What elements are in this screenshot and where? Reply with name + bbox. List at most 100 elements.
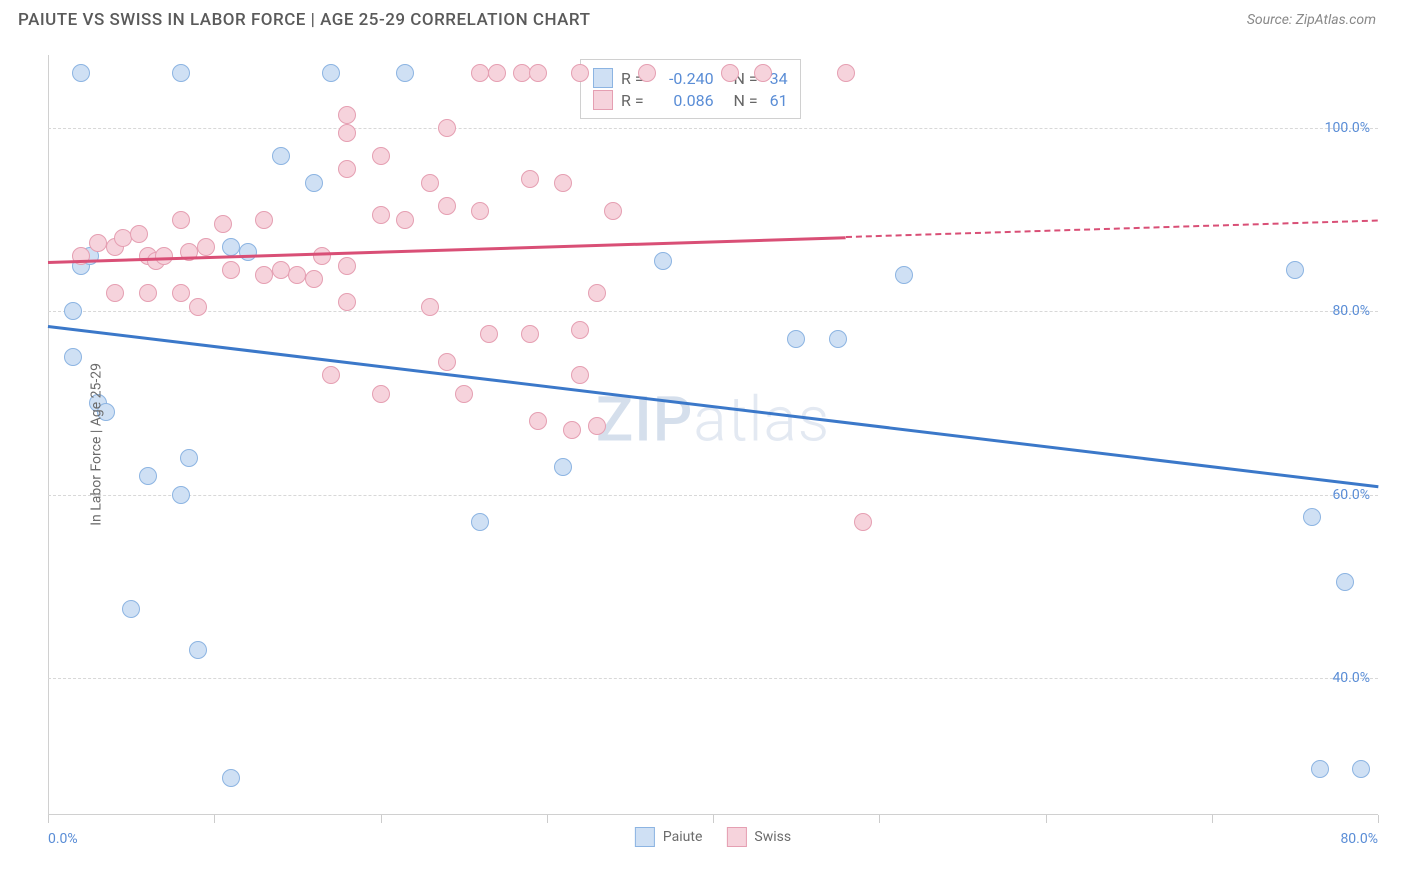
y-axis-line (48, 55, 49, 815)
grid-line (48, 495, 1378, 496)
series-legend: Paiute Swiss (635, 827, 791, 847)
data-point (338, 106, 356, 124)
data-point (529, 412, 547, 430)
xtick (547, 815, 548, 823)
data-point (114, 229, 132, 247)
series-legend-item: Swiss (726, 827, 791, 847)
data-point (638, 64, 656, 82)
data-point (189, 298, 207, 316)
legend-swatch-icon (593, 68, 613, 88)
data-point (488, 64, 506, 82)
data-point (471, 64, 489, 82)
data-point (721, 64, 739, 82)
data-point (139, 467, 157, 485)
data-point (455, 385, 473, 403)
legend-r-value: -0.240 (656, 69, 714, 88)
data-point (571, 64, 589, 82)
data-point (438, 353, 456, 371)
data-point (122, 600, 140, 618)
data-point (854, 513, 872, 531)
xtick-label: 80.0% (1340, 831, 1378, 847)
ytick-label: 60.0% (1332, 487, 1370, 503)
data-point (754, 64, 772, 82)
data-point (222, 261, 240, 279)
trend-line (48, 325, 1378, 488)
data-point (396, 64, 414, 82)
data-point (1286, 261, 1304, 279)
trend-line (846, 220, 1378, 238)
data-point (322, 64, 340, 82)
data-point (288, 266, 306, 284)
legend-swatch-icon (726, 827, 746, 847)
grid-line (48, 678, 1378, 679)
data-point (787, 330, 805, 348)
legend-r-value: 0.086 (656, 91, 714, 110)
data-point (571, 321, 589, 339)
data-point (604, 202, 622, 220)
data-point (396, 211, 414, 229)
grid-line (48, 128, 1378, 129)
data-point (172, 64, 190, 82)
data-point (130, 225, 148, 243)
data-point (214, 215, 232, 233)
data-point (513, 64, 531, 82)
ytick-label: 100.0% (1325, 120, 1370, 136)
data-point (139, 284, 157, 302)
data-point (255, 266, 273, 284)
data-point (1352, 760, 1370, 778)
legend-row: R = 0.086 N = 61 (593, 90, 788, 110)
data-point (222, 238, 240, 256)
data-point (563, 421, 581, 439)
xtick (1046, 815, 1047, 823)
data-point (64, 302, 82, 320)
data-point (338, 160, 356, 178)
data-point (521, 170, 539, 188)
legend-swatch-icon (635, 827, 655, 847)
chart-plot-area: ZIPatlas R = -0.240 N = 34R = 0.086 N = … (48, 55, 1378, 815)
data-point (895, 266, 913, 284)
data-point (372, 206, 390, 224)
data-point (837, 64, 855, 82)
data-point (106, 284, 124, 302)
data-point (72, 247, 90, 265)
data-point (521, 325, 539, 343)
data-point (554, 174, 572, 192)
data-point (189, 641, 207, 659)
data-point (421, 174, 439, 192)
data-point (305, 174, 323, 192)
data-point (438, 197, 456, 215)
data-point (305, 270, 323, 288)
data-point (372, 147, 390, 165)
series-legend-item: Paiute (635, 827, 703, 847)
xtick (1378, 815, 1379, 823)
xtick (713, 815, 714, 823)
data-point (180, 449, 198, 467)
xtick (214, 815, 215, 823)
xtick (1212, 815, 1213, 823)
data-point (322, 366, 340, 384)
data-point (272, 147, 290, 165)
data-point (72, 64, 90, 82)
data-point (588, 284, 606, 302)
data-point (222, 769, 240, 787)
legend-n-label: N = (722, 91, 762, 110)
data-point (480, 325, 498, 343)
data-point (654, 252, 672, 270)
data-point (272, 261, 290, 279)
legend-n-value: 61 (770, 91, 788, 110)
data-point (1303, 508, 1321, 526)
data-point (571, 366, 589, 384)
series-legend-label: Swiss (754, 829, 791, 845)
data-point (529, 64, 547, 82)
grid-line (48, 311, 1378, 312)
xtick-label: 0.0% (48, 831, 78, 847)
xtick (381, 815, 382, 823)
data-point (338, 293, 356, 311)
xtick (879, 815, 880, 823)
data-point (1311, 760, 1329, 778)
data-point (172, 211, 190, 229)
data-point (239, 243, 257, 261)
data-point (471, 202, 489, 220)
data-point (197, 238, 215, 256)
legend-r-label: R = (621, 91, 648, 110)
